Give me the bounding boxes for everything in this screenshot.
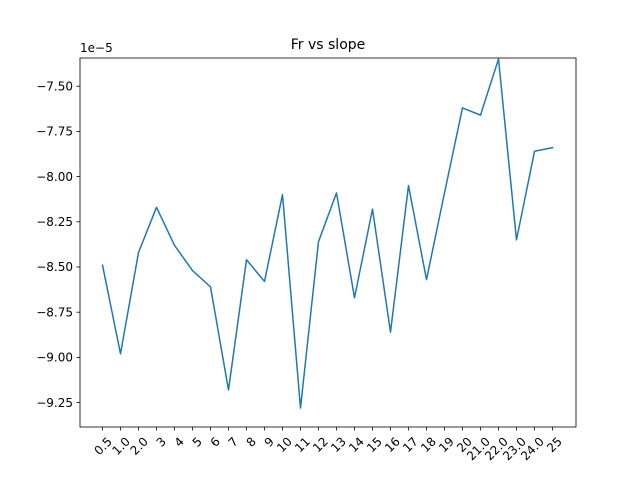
axes-frame xyxy=(79,57,577,428)
y-tick-label: −7.75 xyxy=(36,125,73,139)
y-tick-label: −8.00 xyxy=(36,170,73,184)
y-tick-label: −8.75 xyxy=(36,305,73,319)
series-line xyxy=(101,58,554,409)
y-tick-label: −7.50 xyxy=(36,79,73,93)
y-tick-label: −9.25 xyxy=(36,396,73,410)
chart-title: Fr vs slope xyxy=(291,37,366,53)
y-tick-label: −8.25 xyxy=(36,215,73,229)
y-tick-label: −9.00 xyxy=(36,351,73,365)
y-offset-label: 1e−5 xyxy=(80,41,113,55)
y-tick-label: −8.50 xyxy=(36,260,73,274)
